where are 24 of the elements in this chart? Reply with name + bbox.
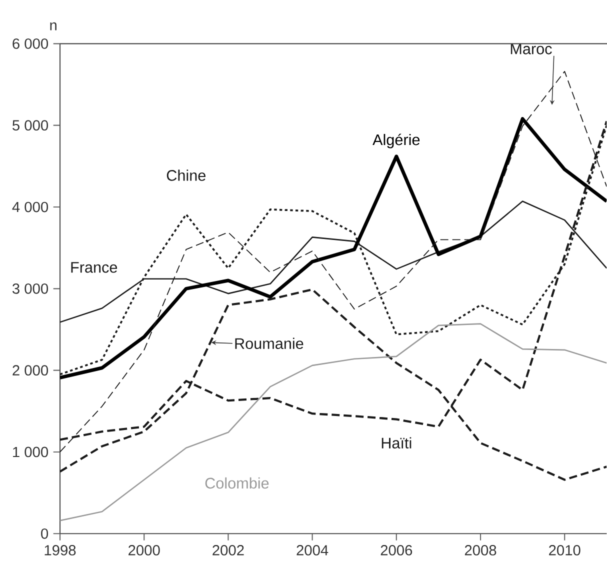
y-tick-label: 3 000 (12, 283, 48, 294)
y-axis-title: n (50, 22, 56, 30)
series-label: Maroc (510, 44, 552, 54)
series-label: France (71, 262, 118, 273)
text: Chine (166, 170, 206, 181)
y-tick-label: 1 000 (13, 446, 48, 458)
y-tick-label: 4 000 (12, 202, 48, 212)
x-tick-label: 2006 (380, 545, 412, 556)
x-tick-label: 2002 (212, 545, 244, 556)
x-tick-label: 2008 (464, 545, 496, 556)
series-label: Haïti (382, 437, 412, 449)
y-tick-label: 2 000 (12, 365, 48, 376)
x-tick-label: 2010 (549, 545, 580, 556)
x-tick-label: 2004 (296, 545, 328, 556)
series-label: Roumanie (235, 338, 304, 349)
x-tick-label: 2000 (128, 545, 160, 556)
line-series (60, 70, 607, 452)
y-tick-label: 5 000 (12, 120, 48, 131)
y-tick-label: 0 (41, 528, 48, 539)
x-tick-label: 1998 (44, 545, 76, 556)
line-series (60, 323, 607, 522)
y-tick-label: 6 000 (12, 38, 48, 49)
text: Colombie (205, 477, 269, 489)
series-label: Algérie (372, 134, 420, 148)
